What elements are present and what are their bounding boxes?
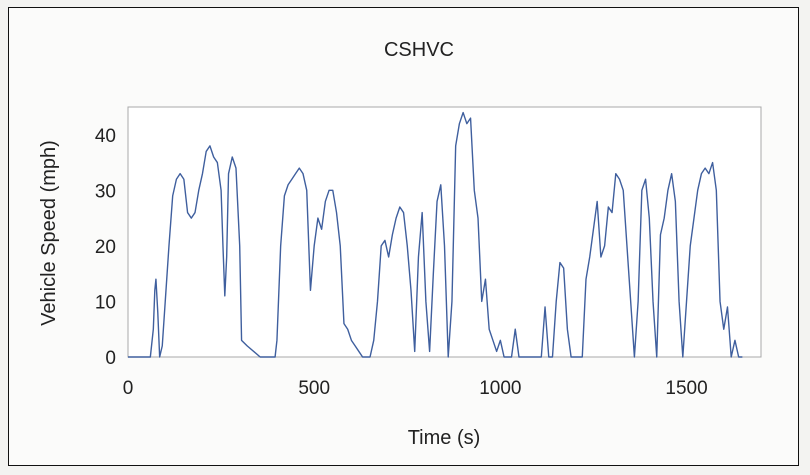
y-tick-label: 40	[95, 126, 116, 147]
chart-title: CSHVC	[384, 39, 454, 61]
speed-series-line	[128, 111, 743, 358]
y-tick-label: 10	[95, 292, 116, 313]
x-tick-label: 500	[298, 378, 330, 399]
chart-frame: CSHVC 0 10 20 30 40 0 500 1000 1500 Time (s) Ve…	[8, 7, 799, 466]
y-tick-label: 30	[95, 181, 116, 202]
x-axis-ticks: 0 500 1000 1500	[123, 378, 708, 399]
x-tick-label: 1500	[665, 378, 707, 399]
y-axis-title: Vehicle Speed (mph)	[38, 140, 60, 326]
x-tick-label: 1000	[479, 378, 521, 399]
x-tick-label: 0	[123, 378, 134, 399]
x-axis-title: Time (s)	[408, 427, 481, 449]
chart-canvas: CSHVC 0 10 20 30 40 0 500 1000 1500 Time (s) Ve…	[38, 39, 762, 449]
plot-area	[127, 106, 762, 358]
y-tick-label: 0	[105, 348, 116, 369]
y-tick-label: 20	[95, 237, 116, 258]
y-axis-ticks: 0 10 20 30 40	[95, 126, 116, 369]
